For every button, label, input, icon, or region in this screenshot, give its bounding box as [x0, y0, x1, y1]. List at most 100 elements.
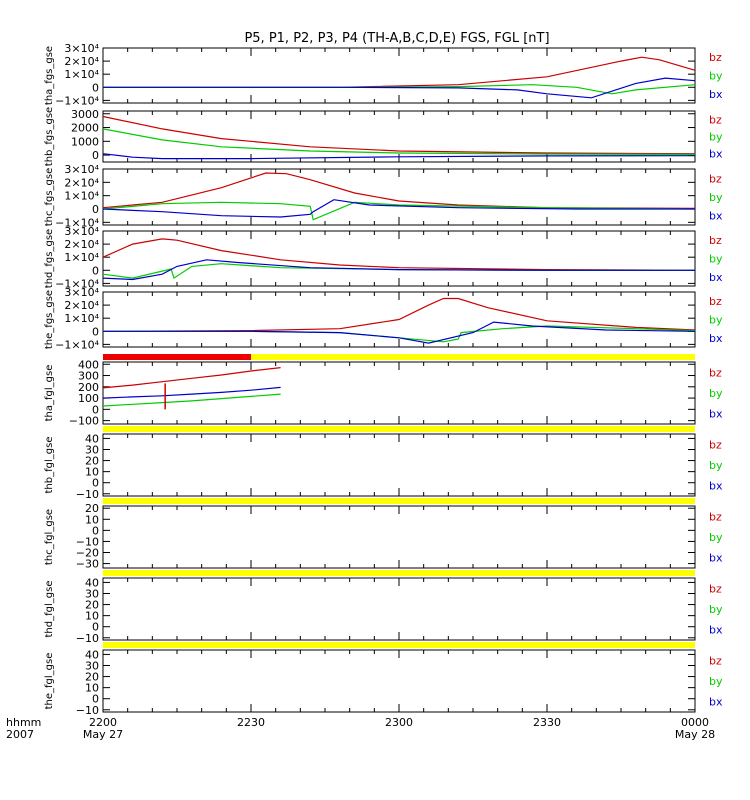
status-bar [103, 426, 695, 432]
status-bar [103, 498, 695, 504]
series-bx [102, 153, 696, 160]
panel-frame [102, 47, 696, 104]
y-tick-label: 20 [85, 599, 99, 612]
y-tick-label: 0 [92, 203, 99, 216]
y-tick-label: 0 [92, 693, 99, 706]
legend-by: by [709, 675, 723, 688]
series-bz [102, 238, 696, 271]
legend-bx: bx [709, 271, 723, 284]
legend-bx: bx [709, 624, 723, 637]
legend-by: by [709, 253, 723, 266]
y-tick-label: 40 [85, 648, 99, 661]
legend-bz: bz [709, 114, 722, 127]
y-tick-label: 2×10⁴ [64, 238, 99, 251]
legend-bz: bz [709, 582, 722, 595]
y-tick-label: 20 [85, 455, 99, 468]
status-bar [103, 642, 695, 648]
y-tick-label: 10 [85, 466, 99, 479]
y-tick-label: 0 [92, 264, 99, 277]
legend-by: by [709, 459, 723, 472]
series-bz [103, 56, 696, 88]
y-tick-label: 2×10⁴ [64, 55, 99, 68]
x-tick-sublabel: May 28 [675, 728, 715, 741]
y-tick-label: 10 [85, 513, 99, 526]
status-bar-segment [103, 570, 695, 576]
y-tick-label: 400 [78, 358, 99, 371]
legend-by: by [709, 191, 723, 204]
x-tick-label: 2230 [237, 716, 265, 729]
panel-ylabel: thd_fgl_gse [44, 581, 55, 638]
legend-by: by [709, 70, 723, 83]
series-bx [102, 386, 281, 399]
plot-title: P5, P1, P2, P3, P4 (TH-A,B,C,D,E) FGS, F… [244, 31, 549, 46]
series-bx [102, 199, 695, 218]
legend-bz: bz [709, 654, 722, 667]
status-bars-layer [103, 354, 695, 648]
y-tick-label: 40 [85, 576, 99, 589]
legend-bx: bx [709, 148, 723, 161]
panel-frame [102, 433, 696, 497]
status-bar-segment [103, 642, 695, 648]
y-tick-label: −1×10⁴ [55, 94, 99, 107]
y-tick-label: −20 [76, 547, 99, 560]
status-bar-segment [251, 354, 695, 360]
legend-bz: bz [709, 234, 722, 247]
legend-bx: bx [709, 210, 723, 223]
y-tick-label: 2000 [71, 122, 99, 135]
status-bar [103, 570, 695, 576]
legend-bx: bx [709, 88, 723, 101]
series-by [102, 393, 281, 407]
series-bz [102, 115, 696, 155]
y-tick-label: 300 [78, 370, 99, 383]
y-tick-label: 10 [85, 682, 99, 695]
y-tick-label: 0 [92, 403, 99, 416]
y-tick-label: −1×10⁴ [55, 338, 99, 351]
legend-bz: bz [709, 172, 722, 185]
y-tick-label: −10 [76, 632, 99, 645]
series-by [102, 263, 695, 280]
footer-year-label: 2007 [6, 728, 34, 741]
y-tick-label: 0 [92, 325, 99, 338]
y-tick-label: −30 [76, 558, 99, 571]
series-by [102, 128, 696, 155]
panel-ylabel: tha_fgs_gse [44, 46, 55, 105]
y-tick-label: −1×10⁴ [55, 277, 99, 290]
y-tick-label: 1×10⁴ [64, 190, 99, 203]
legend-bx: bx [709, 332, 723, 345]
y-tick-label: 2×10⁴ [64, 299, 99, 312]
panel-ylabel: the_fgs_gse [44, 290, 55, 349]
panel-ylabel: the_fgl_gse [44, 653, 55, 710]
x-tick-label: 0000 [681, 716, 709, 729]
x-tick-label: 2200 [89, 716, 117, 729]
y-tick-label: 3×10⁴ [64, 42, 99, 55]
series-bz [102, 297, 696, 332]
status-bar [103, 354, 695, 360]
y-tick-label: −100 [69, 415, 99, 428]
y-tick-label: 0 [92, 477, 99, 490]
y-tick-label: 0 [92, 524, 99, 537]
x-tick-sublabel: May 27 [83, 728, 123, 741]
y-tick-label: −1×10⁴ [55, 216, 99, 229]
panel-ylabel: thd_fgs_gse [44, 229, 55, 288]
panel-frame [102, 230, 696, 287]
legend-by: by [709, 131, 723, 144]
panel-ylabel: thb_fgl_gse [44, 437, 55, 494]
series-bx [103, 77, 696, 99]
panel-frame [102, 168, 696, 226]
legend-bx: bx [709, 408, 723, 421]
status-bar-segment [103, 498, 695, 504]
series-bz [102, 367, 281, 389]
y-tick-label: 30 [85, 588, 99, 601]
panel-ylabel: thb_fgs_gse [44, 107, 55, 166]
y-tick-label: 30 [85, 660, 99, 673]
footer-hhmm-label: hhmm [6, 716, 41, 729]
panel-ylabel: tha_fgl_gse [44, 365, 55, 422]
